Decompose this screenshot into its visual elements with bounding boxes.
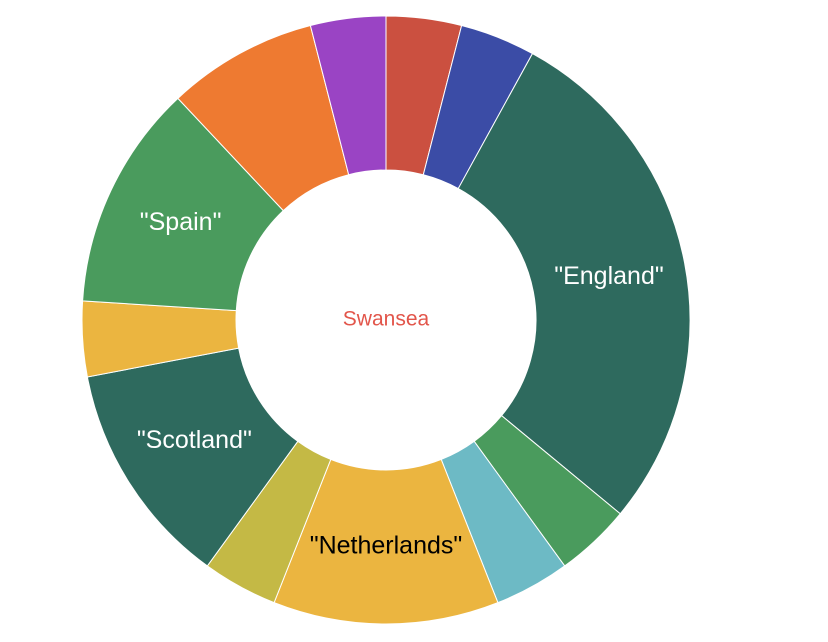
donut-slices	[81, 15, 691, 625]
donut-slice[interactable]	[457, 52, 691, 515]
center-label: Swansea	[343, 308, 430, 331]
slice-label: "England"	[554, 262, 664, 290]
slice-label: "Netherlands"	[310, 532, 463, 560]
slice-label: "Spain"	[140, 208, 222, 236]
slice-label: "Scotland"	[137, 426, 252, 454]
slice-labels: "England" "Netherlands" "Scotland" "Spain"	[137, 208, 664, 560]
donut-slice[interactable]	[309, 15, 387, 176]
